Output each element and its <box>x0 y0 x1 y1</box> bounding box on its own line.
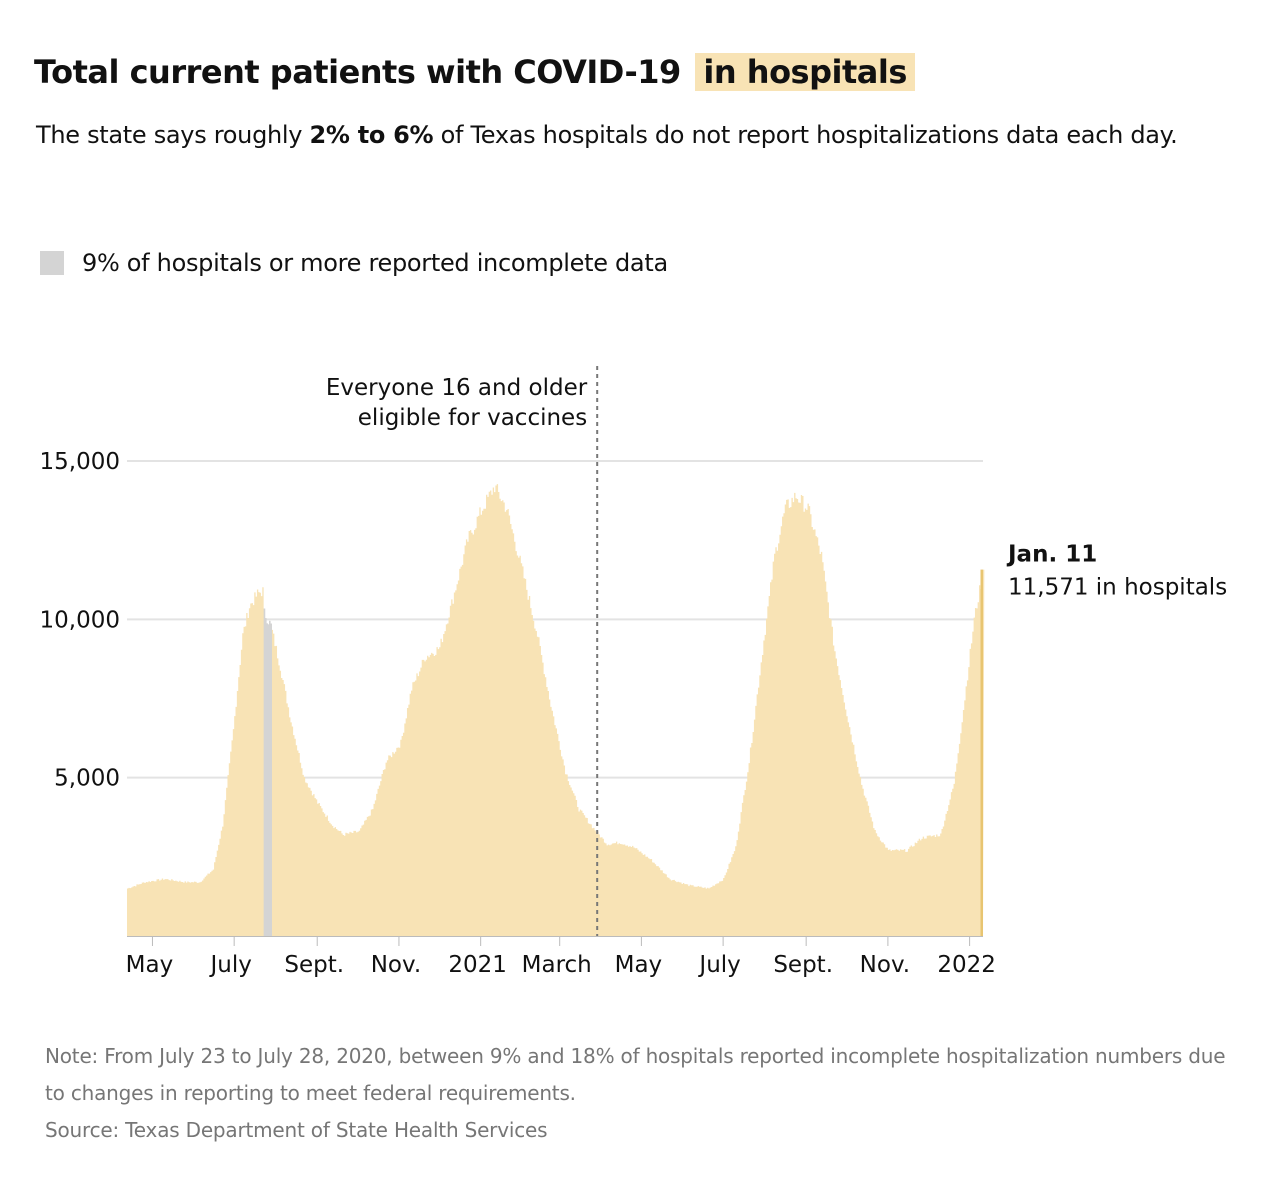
x-tick-label: July <box>697 952 740 978</box>
x-tick-label: 2021 <box>448 952 507 978</box>
hospitalizations-area <box>127 484 985 936</box>
legend-label-incomplete: 9% of hospitals or more reported incompl… <box>82 249 668 277</box>
x-tick-label: March <box>522 952 592 978</box>
x-tick-label: 2022 <box>937 952 996 978</box>
incomplete-data-bar <box>270 623 272 936</box>
x-tick-label: Sept. <box>773 952 833 978</box>
incomplete-data-bar <box>264 618 267 936</box>
chart-source: Source: Texas Department of State Health… <box>45 1118 548 1142</box>
chart-title: Total current patients with COVID-19 in … <box>34 44 915 100</box>
last-value-date: Jan. 11 <box>1006 542 1097 568</box>
series-area <box>127 484 985 936</box>
chart-notes: Note: From July 23 to July 28, 2020, bet… <box>45 1038 1245 1149</box>
y-tick-label: 10,000 <box>40 607 120 633</box>
x-tick-label: Sept. <box>284 952 344 978</box>
last-value-bar <box>980 569 983 936</box>
x-tick-label: May <box>126 952 174 978</box>
subtitle-text-before: The state says roughly <box>36 121 310 149</box>
x-tick-label: Nov. <box>371 952 421 978</box>
legend-swatch-incomplete <box>40 251 64 275</box>
subtitle-bold-range: 2% to 6% <box>309 121 434 149</box>
x-tick-label: May <box>615 952 663 978</box>
y-tick-label: 5,000 <box>54 766 120 792</box>
incomplete-data-bar <box>263 608 266 936</box>
chart-subtitle: The state says roughly 2% to 6% of Texas… <box>36 118 1196 152</box>
vaccine-annotation-line2: eligible for vaccines <box>358 405 587 431</box>
chart-annotations: Everyone 16 and older eligible for vacci… <box>326 366 1227 936</box>
chart-axes: May July Sept. Nov. 2021 March May July Sept. Nov… <box>40 449 996 978</box>
chart-note: Note: From July 23 to July 28, 2020, bet… <box>45 1044 1226 1105</box>
subtitle-text-after: of Texas hospitals do not report hospita… <box>433 121 1178 149</box>
incomplete-data-bar <box>267 624 270 936</box>
incomplete-data-bar <box>266 623 268 936</box>
hospitalizations-chart: May July Sept. Nov. 2021 March May July Sept. Nov… <box>40 366 1227 978</box>
y-tick-label: 15,000 <box>40 449 120 475</box>
chart-title-main: Total current patients with COVID-19 <box>34 53 681 91</box>
incomplete-data-bar <box>269 620 271 936</box>
vaccine-annotation-line1: Everyone 16 and older <box>326 375 588 401</box>
chart-title-highlight: in hospitals <box>695 53 915 91</box>
x-tick-label: Nov. <box>860 952 910 978</box>
last-value-text: 11,571 in hospitals <box>1008 575 1227 601</box>
x-tick-label: July <box>208 952 251 978</box>
chart-legend: 9% of hospitals or more reported incompl… <box>40 246 668 280</box>
